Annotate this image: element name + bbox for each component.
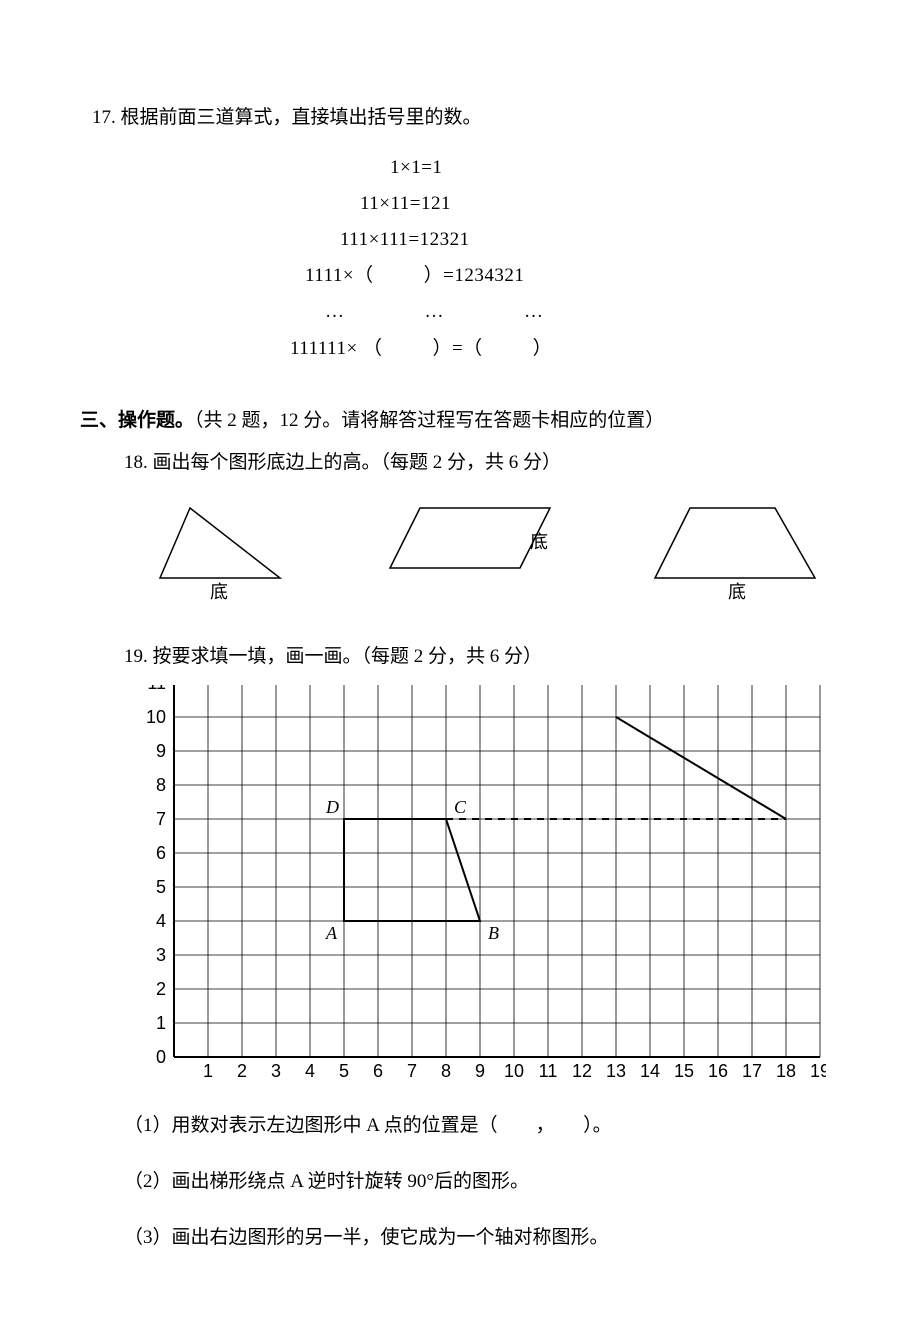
svg-text:19: 19 (810, 1061, 826, 1081)
svg-text:2: 2 (156, 979, 166, 999)
eq-l5: … … … (80, 294, 840, 330)
svg-text:13: 13 (606, 1061, 626, 1081)
dots: … (325, 294, 345, 330)
dots: … (524, 294, 544, 330)
q19-prompt: 19. 按要求填一填，画一画。（每题 2 分，共 6 分） (124, 639, 840, 675)
fill-blank[interactable] (374, 258, 424, 294)
parallelogram-shape: 底 (380, 493, 570, 603)
svg-text:6: 6 (373, 1061, 383, 1081)
pad (80, 294, 325, 330)
triangle-shape: 底 (130, 493, 310, 603)
svg-text:底: 底 (728, 582, 746, 602)
eq-text: 11×11=121 (360, 186, 451, 222)
q19-sub3: （3）画出右边图形的另一半，使它成为一个轴对称图形。 (124, 1220, 840, 1256)
svg-text:17: 17 (742, 1061, 762, 1081)
q19-sub1: （1）用数对表示左边图形中 A 点的位置是（ ， ）。 (124, 1108, 840, 1144)
svg-text:1: 1 (156, 1013, 166, 1033)
q18-prompt: 18. 画出每个图形底边上的高。（每题 2 分，共 6 分） (124, 445, 840, 481)
eq-text: 1×1=1 (390, 150, 442, 186)
svg-text:3: 3 (156, 945, 166, 965)
pad (80, 150, 390, 186)
eq-l4: 1111×（ ）=1234321 (80, 258, 840, 294)
pad (80, 331, 290, 367)
svg-text:底: 底 (530, 532, 548, 552)
svg-text:4: 4 (156, 911, 166, 931)
svg-text:5: 5 (156, 877, 166, 897)
pad (80, 186, 360, 222)
svg-text:1: 1 (203, 1061, 213, 1081)
sub1-text: （1）用数对表示左边图形中 A 点的位置是（ ， ）。 (124, 1115, 612, 1136)
svg-text:10: 10 (504, 1061, 524, 1081)
svg-text:11: 11 (539, 1061, 558, 1081)
gap (444, 294, 524, 330)
svg-text:14: 14 (640, 1061, 660, 1081)
q17-equations: 1×1=1 11×11=121 111×111=12321 1111×（ ）=1… (80, 150, 840, 367)
trapezoid-shape: 底 (640, 493, 830, 603)
eq-prefix: 1111×（ (305, 258, 374, 294)
eq-b: ）=（ (432, 331, 482, 367)
q19-sub2: （2）画出梯形绕点 A 逆时针旋转 90°后的图形。 (124, 1164, 840, 1200)
eq-mid: ）=1234321 (424, 258, 525, 294)
q17-prompt: 17. 根据前面三道算式，直接填出括号里的数。 (92, 100, 840, 136)
eq-l3: 111×111=12321 (80, 222, 840, 258)
section-3-title: 三、操作题。（共 2 题，12 分。请将解答过程写在答题卡相应的位置） (80, 403, 840, 439)
svg-text:底: 底 (210, 582, 228, 602)
svg-text:15: 15 (674, 1061, 694, 1081)
eq-l1: 1×1=1 (80, 150, 840, 186)
svg-text:B: B (488, 923, 499, 943)
pad (80, 258, 305, 294)
gap (345, 294, 425, 330)
svg-text:18: 18 (776, 1061, 796, 1081)
eq-text: 111×111=12321 (340, 222, 470, 258)
page: 17. 根据前面三道算式，直接填出括号里的数。 1×1=1 11×11=121 … (0, 0, 920, 1336)
svg-text:9: 9 (475, 1061, 485, 1081)
svg-text:2: 2 (237, 1061, 247, 1081)
svg-text:8: 8 (441, 1061, 451, 1081)
q18-shapes: 底 底 底 (130, 493, 830, 603)
section-bold: 三、操作题。 (80, 410, 194, 431)
dots: … (425, 294, 445, 330)
svg-text:11: 11 (147, 685, 166, 693)
eq-a: 111111× （ (290, 331, 382, 367)
section-rest: （共 2 题，12 分。请将解答过程写在答题卡相应的位置） (194, 410, 664, 431)
svg-text:5: 5 (339, 1061, 349, 1081)
coordinate-grid: 0123456789101112345678910111213141516171… (124, 685, 826, 1081)
svg-text:0: 0 (156, 1047, 166, 1067)
svg-text:16: 16 (708, 1061, 728, 1081)
fill-blank[interactable] (483, 331, 533, 367)
svg-text:4: 4 (305, 1061, 315, 1081)
svg-text:8: 8 (156, 775, 166, 795)
svg-text:D: D (325, 797, 339, 817)
svg-text:7: 7 (407, 1061, 417, 1081)
svg-text:A: A (325, 923, 338, 943)
svg-text:C: C (454, 797, 467, 817)
eq-c: ） (533, 331, 553, 367)
svg-text:3: 3 (271, 1061, 281, 1081)
q19-grid: 0123456789101112345678910111213141516171… (124, 685, 840, 1094)
pad (80, 222, 340, 258)
svg-text:12: 12 (572, 1061, 592, 1081)
svg-text:9: 9 (156, 741, 166, 761)
eq-l2: 11×11=121 (80, 186, 840, 222)
fill-blank[interactable] (382, 331, 432, 367)
svg-text:6: 6 (156, 843, 166, 863)
eq-l6: 111111× （ ）=（ ） (80, 331, 840, 367)
svg-text:7: 7 (156, 809, 166, 829)
svg-text:10: 10 (146, 707, 166, 727)
